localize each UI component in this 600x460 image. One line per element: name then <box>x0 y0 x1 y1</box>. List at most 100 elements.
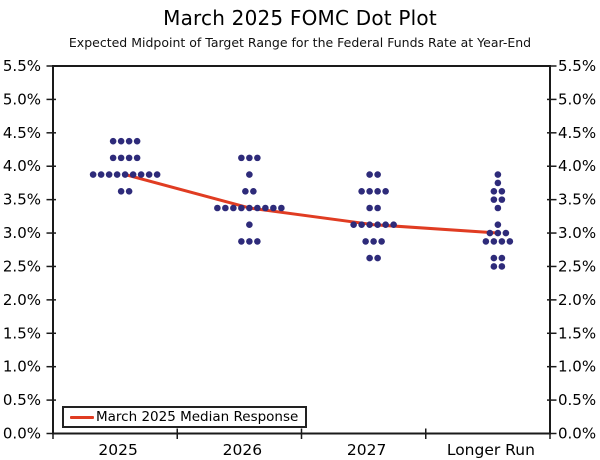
y-axis-label-right: 1.0% <box>558 358 596 376</box>
dot <box>382 187 389 195</box>
x-axis-label: 2026 <box>223 441 262 459</box>
dot <box>238 204 245 212</box>
y-axis-label-right: 3.0% <box>558 224 596 242</box>
dot <box>125 154 133 162</box>
y-axis-label-right: 5.5% <box>558 57 596 75</box>
y-axis-label-right: 2.5% <box>558 257 596 275</box>
x-axis-label: 2025 <box>98 441 137 459</box>
y-axis-label-left: 0.0% <box>3 425 41 443</box>
dot <box>117 187 125 195</box>
median-line <box>123 173 500 235</box>
y-axis-label-left: 1.0% <box>3 358 41 376</box>
plot-frame <box>52 65 551 435</box>
dot <box>262 204 269 212</box>
dot <box>153 171 161 178</box>
dot <box>374 187 381 195</box>
dot <box>250 187 257 195</box>
y-axis-label-left: 4.5% <box>3 124 41 142</box>
dot <box>246 154 253 162</box>
dot <box>129 171 137 178</box>
y-axis-label-right: 3.5% <box>558 191 596 209</box>
y-axis-label-right: 0.5% <box>558 391 596 409</box>
dot <box>145 171 153 178</box>
dot <box>109 137 117 145</box>
dot <box>254 204 261 212</box>
y-axis-label-left: 5.0% <box>3 90 41 108</box>
dot <box>133 137 141 145</box>
dot <box>254 238 261 245</box>
dot <box>278 204 285 212</box>
dot <box>358 221 365 228</box>
dot <box>246 171 253 178</box>
y-axis-label-left: 5.5% <box>3 57 41 75</box>
dot <box>506 238 514 245</box>
dot <box>109 154 117 162</box>
dot <box>238 154 245 162</box>
dot <box>370 238 377 245</box>
x-axis-label: 2027 <box>347 441 386 459</box>
dot <box>125 137 133 145</box>
dot <box>242 187 249 195</box>
chart-subtitle: Expected Midpoint of Target Range for th… <box>68 35 532 50</box>
x-axis-label: Longer Run <box>447 441 535 459</box>
y-axis-label-right: 4.0% <box>558 157 596 175</box>
dot <box>366 187 373 195</box>
median-line-swatch-icon <box>70 415 94 419</box>
y-axis-label-left: 0.5% <box>3 391 41 409</box>
y-axis-label-left: 3.5% <box>3 191 41 209</box>
dot <box>490 254 498 262</box>
dot <box>494 171 502 178</box>
dot <box>246 238 253 245</box>
y-axis-label-right: 2.0% <box>558 291 596 309</box>
dot <box>490 187 498 195</box>
dot <box>254 154 261 162</box>
dot <box>374 254 381 262</box>
dot <box>498 187 506 195</box>
dot <box>113 171 121 178</box>
y-axis-label-left: 2.0% <box>3 291 41 309</box>
legend-label: March 2025 Median Response <box>96 409 299 425</box>
dot <box>121 171 129 178</box>
dot <box>490 263 498 270</box>
dot <box>366 254 373 262</box>
dot <box>486 229 494 237</box>
dot <box>494 204 502 212</box>
dot <box>117 154 125 162</box>
y-axis-label-left: 3.0% <box>3 224 41 242</box>
y-axis-label-right: 0.0% <box>558 425 596 443</box>
dot <box>246 221 253 228</box>
dot <box>270 204 277 212</box>
dot <box>366 204 373 212</box>
dot <box>133 154 141 162</box>
dot <box>490 238 498 245</box>
dot <box>366 221 373 228</box>
dot <box>494 179 502 187</box>
dot <box>214 204 221 212</box>
dot <box>374 204 381 212</box>
dot <box>89 171 97 178</box>
dot <box>378 238 385 245</box>
dot <box>125 187 133 195</box>
dot <box>494 229 502 237</box>
dot <box>97 171 105 178</box>
legend: March 2025 Median Response <box>62 406 308 428</box>
y-axis-label-left: 1.5% <box>3 324 41 342</box>
dot <box>374 221 381 228</box>
dot <box>222 204 229 212</box>
dot <box>358 187 365 195</box>
dot <box>498 238 506 245</box>
dot <box>117 137 125 145</box>
dot <box>494 221 502 228</box>
y-axis-label-right: 4.5% <box>558 124 596 142</box>
dot <box>366 171 373 178</box>
dot <box>498 263 506 270</box>
dot <box>498 196 506 203</box>
dot <box>350 221 357 228</box>
dot <box>246 204 253 212</box>
y-axis-label-left: 2.5% <box>3 257 41 275</box>
dot <box>482 238 490 245</box>
dot <box>238 238 245 245</box>
dot <box>230 204 237 212</box>
